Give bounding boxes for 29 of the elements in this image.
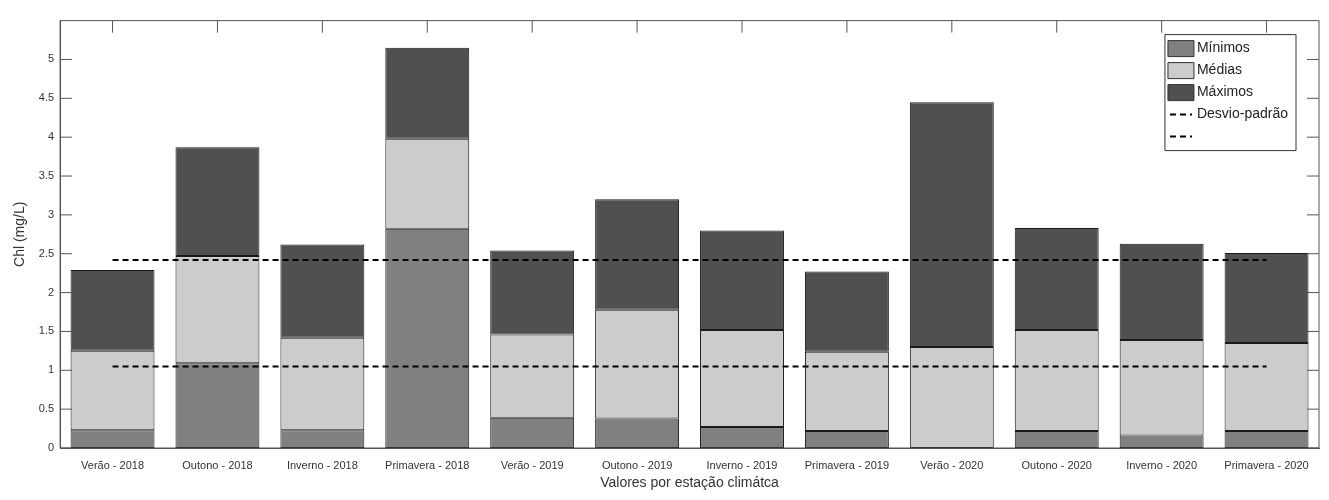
x-tick-label: Outono - 2018 [182,458,253,471]
y-tick-label: 0.5 [38,402,55,415]
legend-label: Desvio-padrão [1196,105,1289,122]
y-tick-label: 2 [47,285,55,298]
x-tick-label: Inverno - 2020 [1126,458,1198,471]
x-tick-label: Inverno - 2019 [706,458,778,471]
x-tick-label: Primavera - 2019 [804,458,890,471]
y-tick-label: 3.5 [38,169,55,182]
x-tick-label: Verão - 2018 [81,458,145,471]
legend-label: Máximos [1196,83,1253,100]
x-tick-label: Inverno - 2018 [286,458,358,471]
legend-label: Mínimos [1196,39,1250,56]
x-axis-title: Valores por estação climátca [600,474,780,491]
y-tick-label: 1.5 [38,324,55,337]
y-tick-label: 0 [47,441,55,454]
y-tick-label: 3 [47,207,55,220]
x-tick-label: Outono - 2020 [1021,458,1092,471]
x-tick-label: Outono - 2019 [601,458,673,471]
y-tick-label: 4 [47,130,55,143]
y-tick-label: 1 [47,363,55,376]
y-tick-label: 2.5 [38,246,55,259]
x-tick-label: Primavera - 2018 [385,458,470,471]
x-tick-label: Primavera - 2020 [1224,458,1309,471]
x-tick-label: Verão - 2019 [500,458,564,471]
y-tick-label: 4.5 [38,91,55,104]
legend-label: Médias [1196,61,1243,78]
x-tick-label: Verão - 2020 [920,458,984,471]
y-tick-label: 5 [47,52,55,65]
y-axis-title: Chl (mg/L) [11,201,28,267]
